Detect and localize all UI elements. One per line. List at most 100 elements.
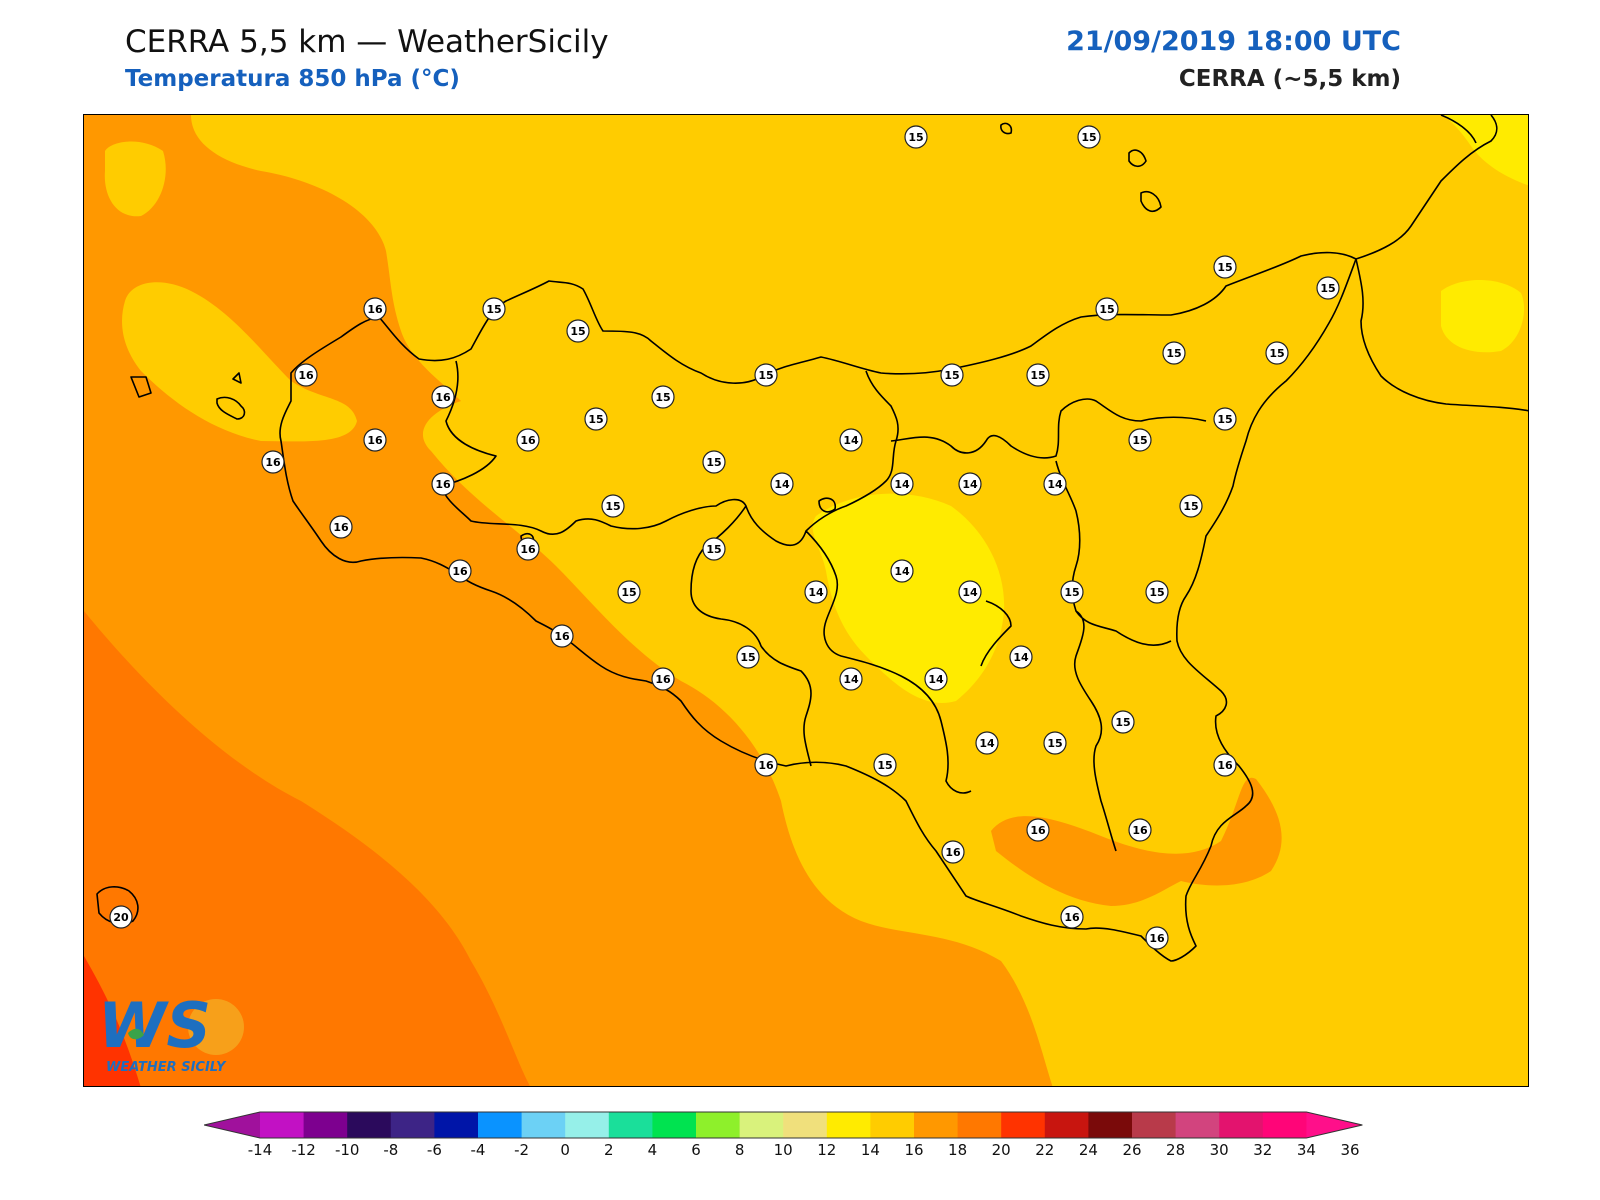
station-value: 16 [363,297,387,321]
field-cool-calabria [1441,279,1525,353]
svg-text:15: 15 [588,413,603,426]
colorbar-swatch [696,1112,741,1138]
sicily-coastline [279,251,1357,962]
coastlines [96,115,1528,962]
station-value: 16 [294,363,318,387]
map-subtitle: Temperatura 850 hPa (°C) [125,66,460,92]
valid-datetime: 21/09/2019 18:00 UTC [1066,26,1401,57]
station-value: 20 [109,905,133,929]
station-value: 16 [1060,905,1084,929]
svg-text:16: 16 [1149,932,1165,945]
station-value: 16 [363,428,387,452]
colorbar-tick-label: 0 [560,1141,570,1159]
svg-text:14: 14 [894,478,910,491]
station-value: 15 [702,537,726,561]
colorbar-tick-label: 24 [1078,1141,1098,1159]
colorbar-swatch [783,1112,828,1138]
colorbar-tick-label: 18 [948,1141,968,1159]
svg-text:14: 14 [928,673,944,686]
svg-text:15: 15 [877,759,892,772]
station-value: 16 [1128,818,1152,842]
colorbar-tick-label: 12 [817,1141,837,1159]
colorbar-tick-label: 22 [1035,1141,1055,1159]
station-value: 14 [804,580,828,604]
station-value: 15 [1043,731,1067,755]
station-value: 15 [1213,255,1237,279]
colorbar-tick-label: 14 [860,1141,880,1159]
svg-text:16: 16 [520,543,536,556]
svg-text:15: 15 [706,456,721,469]
svg-text:14: 14 [962,586,978,599]
svg-text:14: 14 [979,737,995,750]
station-value: 16 [261,450,285,474]
station-value: 16 [754,753,778,777]
temperature-map: 15 15 15 15 16 15 15 15 16 15 15 15 15 15 16 15 15 15 16 16… [83,114,1529,1087]
colorbar-swatch [478,1112,523,1138]
svg-text:15: 15 [758,369,773,382]
svg-text:16: 16 [367,434,383,447]
island-ustica [130,376,152,398]
field-cool-core [812,493,1005,703]
svg-text:15: 15 [1064,586,1079,599]
station-value: 16 [651,667,675,691]
colorbar-tick-label: -2 [514,1141,530,1159]
svg-text:16: 16 [1132,824,1148,837]
station-value: 16 [1145,926,1169,950]
colorbar-swatch [870,1112,915,1138]
colorbar-tick-label: 2 [604,1141,614,1159]
svg-text:15: 15 [1149,586,1164,599]
svg-text:15: 15 [908,131,923,144]
station-value: 14 [975,731,999,755]
map-title: CERRA 5,5 km — WeatherSicily [125,24,609,60]
svg-text:16: 16 [298,369,314,382]
colorbar-swatch [1044,1112,1089,1138]
svg-text:15: 15 [1115,716,1130,729]
station-value: 16 [329,515,353,539]
colorbar-tick-label: -10 [334,1141,360,1159]
svg-text:16: 16 [655,673,671,686]
colorbar-tick-label: 28 [1166,1141,1186,1159]
svg-text:14: 14 [843,673,859,686]
colorbar-tick-label: 10 [773,1141,793,1159]
station-value: 16 [1026,818,1050,842]
svg-text:16: 16 [265,456,281,469]
svg-text:14: 14 [962,478,978,491]
colorbar-tick-label: -6 [426,1141,442,1159]
colorbar-swatch [652,1112,697,1138]
field-20-22-band [84,611,530,1086]
colorbar-swatch [521,1112,566,1138]
colorbar-tick-label: -12 [291,1141,316,1159]
colorbar-tick-label: 20 [991,1141,1011,1159]
station-value: 15 [566,319,590,343]
station-markers: 15 15 15 15 16 15 15 15 16 15 15 15 15 15 16 15 15 15 16 16… [109,125,1340,950]
colorbar-tick-label: 6 [691,1141,701,1159]
station-value: 15 [1179,494,1203,518]
station-value: 15 [1026,363,1050,387]
svg-text:16: 16 [367,303,383,316]
svg-text:15: 15 [1081,131,1096,144]
pocket-west [104,141,166,217]
colorbar-tick-label: 26 [1122,1141,1142,1159]
station-value: 14 [839,667,863,691]
station-value: 14 [839,428,863,452]
svg-text:15: 15 [1047,737,1062,750]
colorbar-swatch [565,1112,610,1138]
svg-text:15: 15 [570,325,585,338]
station-value: 15 [1162,341,1186,365]
svg-text:16: 16 [945,846,961,859]
station-value: 15 [617,580,641,604]
station-value: 14 [1043,472,1067,496]
colorbar-swatch [1262,1112,1307,1138]
station-value: 14 [1009,645,1033,669]
station-value: 14 [924,667,948,691]
field-22-plus [84,956,141,1086]
island-aeolian-1 [1000,122,1013,135]
colorbar-swatch [739,1112,784,1138]
station-value: 15 [1095,297,1119,321]
colorbar-tick-label: 34 [1296,1141,1316,1159]
station-value: 15 [1111,710,1135,734]
station-value: 15 [904,125,928,149]
colorbar-swatch [1132,1112,1177,1138]
colorbar-tick-label: 16 [904,1141,924,1159]
colorbar-over-arrow [1306,1112,1363,1138]
